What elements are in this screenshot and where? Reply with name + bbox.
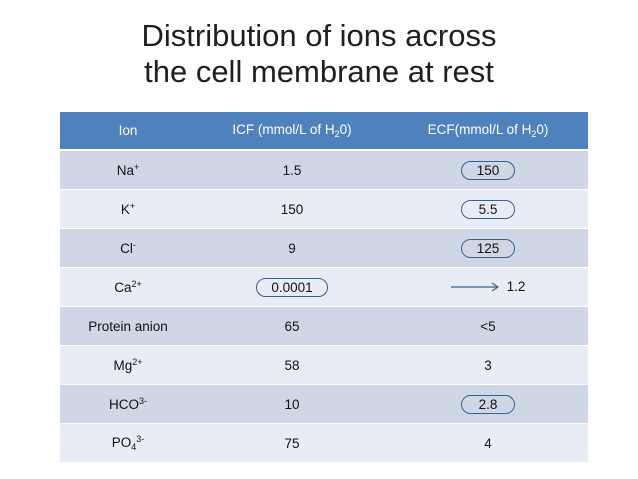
ion-cell: Cl- xyxy=(60,228,196,268)
ion-cell: PO43- xyxy=(60,423,196,463)
ecf-cell: 1.2 xyxy=(388,267,588,307)
ecf-cell: 125 xyxy=(388,228,588,268)
table-row-po4: PO43- 75 4 xyxy=(60,423,588,463)
ion-cell: Ca2+ xyxy=(60,267,196,307)
circled-value: 125 xyxy=(461,238,515,258)
ion-cell: HCO3- xyxy=(60,384,196,424)
ion-cell: Mg2+ xyxy=(60,345,196,385)
table-row-hco3: HCO3- 10 2.8 xyxy=(60,384,588,424)
icf-cell: 10 xyxy=(196,384,388,424)
icf-cell: 75 xyxy=(196,423,388,463)
title-line-2: the cell membrane at rest xyxy=(144,54,494,89)
circled-value: 5.5 xyxy=(461,199,515,219)
ecf-cell: 3 xyxy=(388,345,588,385)
table-row-ca: Ca2+ 0.0001 1.2 xyxy=(60,267,588,307)
right-arrow-icon xyxy=(450,282,499,292)
ion-cell: Protein anion xyxy=(60,306,196,346)
circled-value: 0.0001 xyxy=(256,277,328,297)
ecf-cell: 4 xyxy=(388,423,588,463)
circled-value: 150 xyxy=(461,160,515,180)
icf-cell: 150 xyxy=(196,189,388,229)
header-icf: ICF (mmol/L of H20) xyxy=(196,112,388,151)
ecf-cell: 5.5 xyxy=(388,189,588,229)
table-row-mg: Mg2+ 58 3 xyxy=(60,345,588,385)
header-ecf: ECF(mmol/L of H20) xyxy=(388,112,588,151)
icf-cell: 65 xyxy=(196,306,388,346)
table-row-cl: Cl- 9 125 xyxy=(60,228,588,268)
ecf-cell: 150 xyxy=(388,150,588,190)
circled-value: 2.8 xyxy=(461,394,515,414)
ecf-cell: 2.8 xyxy=(388,384,588,424)
table-row-na: Na+ 1.5 150 xyxy=(60,150,588,190)
slide-title: Distribution of ions across the cell mem… xyxy=(0,18,638,90)
table-row-k: K+ 150 5.5 xyxy=(60,189,588,229)
ion-cell: K+ xyxy=(60,189,196,229)
icf-cell: 0.0001 xyxy=(196,267,388,307)
ion-distribution-table: Ion ICF (mmol/L of H20) ECF(mmol/L of H2… xyxy=(60,112,588,463)
ecf-cell: <5 xyxy=(388,306,588,346)
header-ion: Ion xyxy=(60,112,196,151)
title-line-1: Distribution of ions across xyxy=(141,18,497,53)
icf-cell: 9 xyxy=(196,228,388,268)
icf-cell: 58 xyxy=(196,345,388,385)
ion-cell: Na+ xyxy=(60,150,196,190)
icf-cell: 1.5 xyxy=(196,150,388,190)
table-header-row: Ion ICF (mmol/L of H20) ECF(mmol/L of H2… xyxy=(60,112,588,151)
table-row-protein-anion: Protein anion 65 <5 xyxy=(60,306,588,346)
